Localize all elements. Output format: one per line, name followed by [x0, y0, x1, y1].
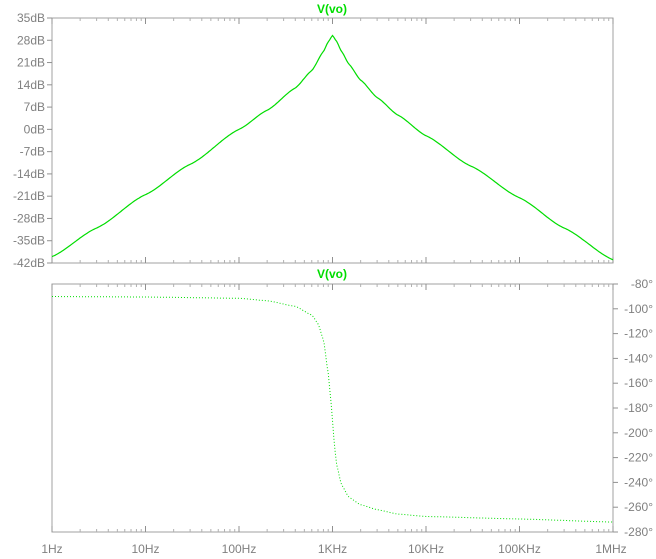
- phase-trace[interactable]: [52, 296, 614, 523]
- phase-y-tick-label: -200°: [624, 426, 653, 440]
- magnitude-plot-title[interactable]: V(vo): [317, 2, 347, 16]
- magnitude-y-tick-label: -42dB: [13, 256, 45, 270]
- magnitude-y-tick-label: 0dB: [24, 122, 45, 136]
- phase-y-tick-label: -180°: [624, 401, 653, 415]
- phase-plot-frame[interactable]: [51, 283, 614, 533]
- x-tick-label: 1Hz: [41, 542, 62, 556]
- phase-y-tick-label: -120°: [624, 327, 653, 341]
- x-tick-label: 10KHz: [408, 542, 444, 556]
- x-tick-label: 100Hz: [222, 542, 257, 556]
- magnitude-y-tick-label: 14dB: [17, 78, 45, 92]
- x-tick-label: 10Hz: [131, 542, 159, 556]
- phase-y-tick-label: -140°: [624, 351, 653, 365]
- phase-y-tick-label: -80°: [631, 277, 653, 291]
- phase-y-tick-label: -260°: [624, 500, 653, 514]
- magnitude-y-tick-label: 21dB: [17, 56, 45, 70]
- magnitude-y-tick-label: 7dB: [24, 100, 45, 114]
- magnitude-trace[interactable]: [51, 34, 614, 261]
- phase-plot-title[interactable]: V(vo): [317, 267, 347, 281]
- magnitude-y-tick-label: -28dB: [13, 211, 45, 225]
- magnitude-y-tick-label: -7dB: [20, 145, 45, 159]
- phase-y-tick-label: -100°: [624, 302, 653, 316]
- phase-y-tick-label: -240°: [624, 475, 653, 489]
- x-tick-label: 1KHz: [318, 542, 347, 556]
- phase-y-tick-label: -280°: [624, 525, 653, 539]
- magnitude-y-tick-label: -14dB: [13, 167, 45, 181]
- magnitude-y-tick-label: 35dB: [17, 11, 45, 25]
- magnitude-y-tick-label: -35dB: [13, 234, 45, 248]
- x-tick-label: 1MHz: [595, 542, 626, 556]
- magnitude-plot-frame[interactable]: [51, 17, 614, 264]
- magnitude-y-tick-label: -21dB: [13, 189, 45, 203]
- x-tick-label: 100KHz: [498, 542, 541, 556]
- magnitude-y-tick-label: 28dB: [17, 33, 45, 47]
- phase-y-tick-label: -220°: [624, 451, 653, 465]
- phase-y-tick-label: -160°: [624, 376, 653, 390]
